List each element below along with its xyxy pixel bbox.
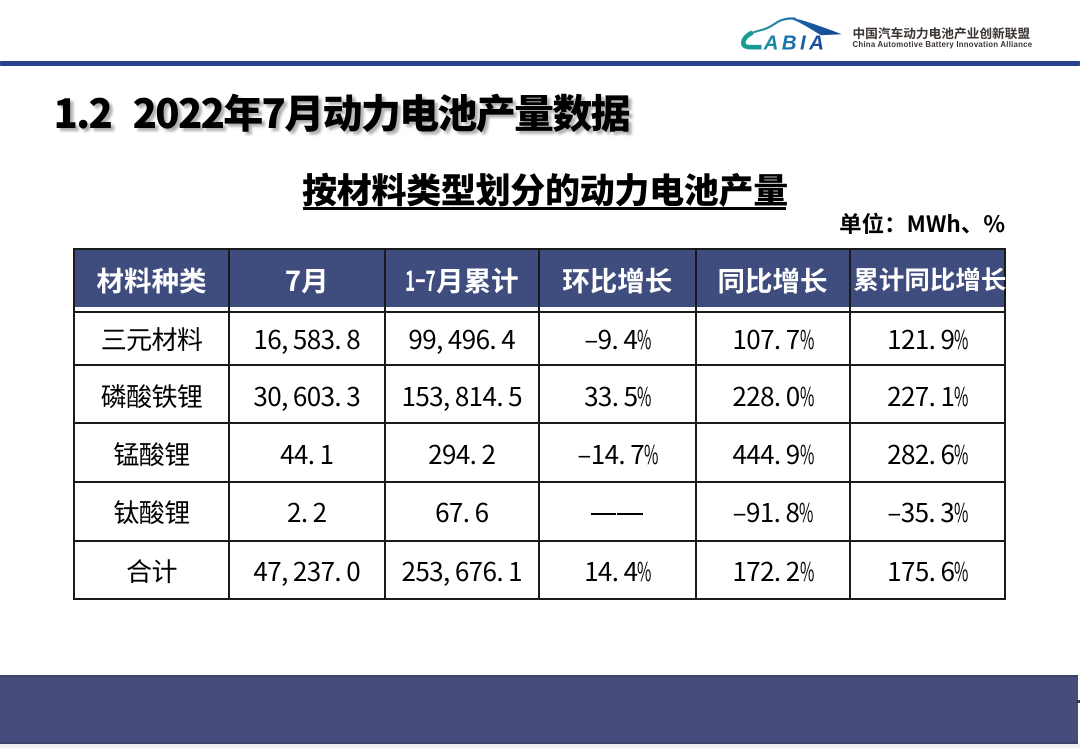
- svg-text:ABIA: ABIA: [763, 31, 828, 54]
